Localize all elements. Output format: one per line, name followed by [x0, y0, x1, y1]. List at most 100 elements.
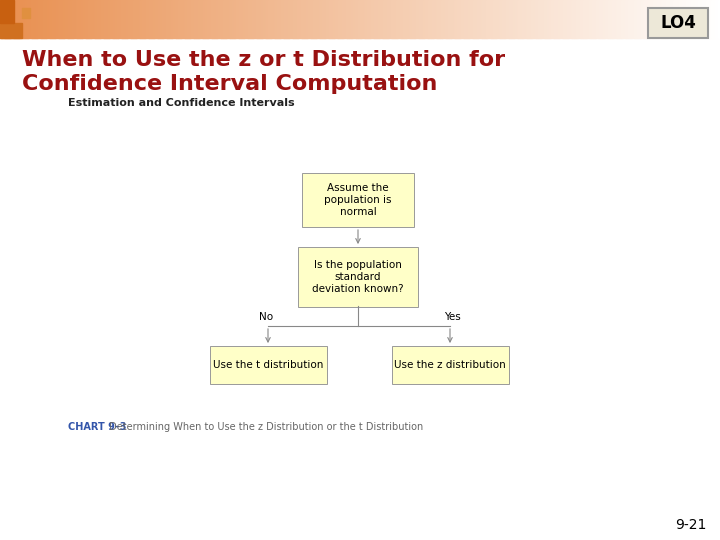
- Bar: [698, 0, 701, 38]
- Text: CHART 9–3: CHART 9–3: [68, 422, 127, 432]
- Bar: [654, 0, 656, 38]
- Bar: [222, 0, 224, 38]
- Bar: [4, 0, 6, 38]
- Bar: [529, 0, 531, 38]
- Bar: [126, 0, 128, 38]
- Bar: [42, 0, 44, 38]
- Bar: [160, 0, 163, 38]
- Bar: [549, 0, 552, 38]
- Bar: [319, 0, 321, 38]
- Bar: [459, 0, 462, 38]
- Bar: [114, 0, 116, 38]
- Bar: [346, 0, 348, 38]
- Bar: [365, 0, 368, 38]
- Bar: [130, 0, 132, 38]
- Bar: [162, 0, 164, 38]
- Bar: [652, 0, 654, 38]
- Bar: [395, 0, 397, 38]
- Bar: [596, 0, 598, 38]
- Bar: [703, 0, 706, 38]
- Bar: [191, 0, 193, 38]
- Bar: [711, 0, 714, 38]
- Bar: [174, 0, 177, 38]
- Bar: [302, 0, 305, 38]
- Bar: [304, 0, 307, 38]
- Bar: [657, 0, 660, 38]
- Bar: [648, 0, 650, 38]
- Bar: [223, 0, 225, 38]
- Bar: [407, 0, 409, 38]
- Bar: [89, 0, 91, 38]
- Bar: [284, 0, 287, 38]
- Bar: [43, 0, 45, 38]
- Bar: [647, 0, 649, 38]
- Bar: [359, 0, 361, 38]
- Bar: [679, 0, 681, 38]
- Bar: [697, 0, 699, 38]
- Bar: [119, 0, 121, 38]
- Bar: [117, 0, 120, 38]
- Bar: [137, 0, 139, 38]
- Bar: [594, 0, 596, 38]
- Bar: [482, 0, 485, 38]
- Bar: [608, 0, 611, 38]
- Bar: [468, 0, 470, 38]
- Bar: [582, 0, 584, 38]
- Bar: [30, 0, 33, 38]
- Bar: [612, 0, 614, 38]
- Bar: [628, 0, 631, 38]
- Bar: [490, 0, 492, 38]
- Bar: [510, 0, 512, 38]
- Bar: [488, 0, 490, 38]
- Bar: [455, 0, 458, 38]
- Bar: [83, 0, 85, 38]
- Bar: [601, 0, 603, 38]
- Bar: [716, 0, 719, 38]
- Bar: [491, 0, 494, 38]
- Bar: [18, 0, 20, 38]
- Bar: [536, 0, 539, 38]
- Bar: [641, 0, 643, 38]
- Bar: [432, 0, 434, 38]
- Bar: [104, 0, 107, 38]
- Bar: [544, 0, 546, 38]
- Bar: [481, 0, 483, 38]
- Bar: [122, 0, 125, 38]
- Bar: [27, 0, 30, 38]
- Bar: [94, 0, 96, 38]
- Bar: [277, 0, 279, 38]
- Bar: [338, 0, 341, 38]
- Bar: [215, 0, 217, 38]
- Bar: [475, 0, 477, 38]
- Bar: [683, 0, 685, 38]
- Bar: [410, 0, 413, 38]
- Text: Determining When to Use the z Distribution or the t Distribution: Determining When to Use the z Distributi…: [106, 422, 423, 432]
- Bar: [464, 0, 467, 38]
- Bar: [625, 0, 627, 38]
- Bar: [523, 0, 526, 38]
- Bar: [22, 0, 24, 38]
- Bar: [86, 0, 89, 38]
- Bar: [102, 0, 105, 38]
- Bar: [659, 0, 661, 38]
- Text: When to Use the z or t Distribution for: When to Use the z or t Distribution for: [22, 50, 505, 70]
- Bar: [265, 0, 267, 38]
- Bar: [173, 0, 175, 38]
- Bar: [252, 0, 254, 38]
- Bar: [504, 0, 506, 38]
- Bar: [295, 0, 297, 38]
- Bar: [202, 0, 204, 38]
- Bar: [666, 0, 668, 38]
- Bar: [632, 0, 634, 38]
- Bar: [374, 0, 377, 38]
- Bar: [266, 0, 269, 38]
- Bar: [527, 0, 530, 38]
- Bar: [599, 0, 602, 38]
- Bar: [25, 0, 27, 38]
- Bar: [486, 0, 488, 38]
- Bar: [431, 0, 433, 38]
- Bar: [467, 0, 469, 38]
- Bar: [220, 0, 222, 38]
- Bar: [142, 0, 145, 38]
- Bar: [310, 0, 312, 38]
